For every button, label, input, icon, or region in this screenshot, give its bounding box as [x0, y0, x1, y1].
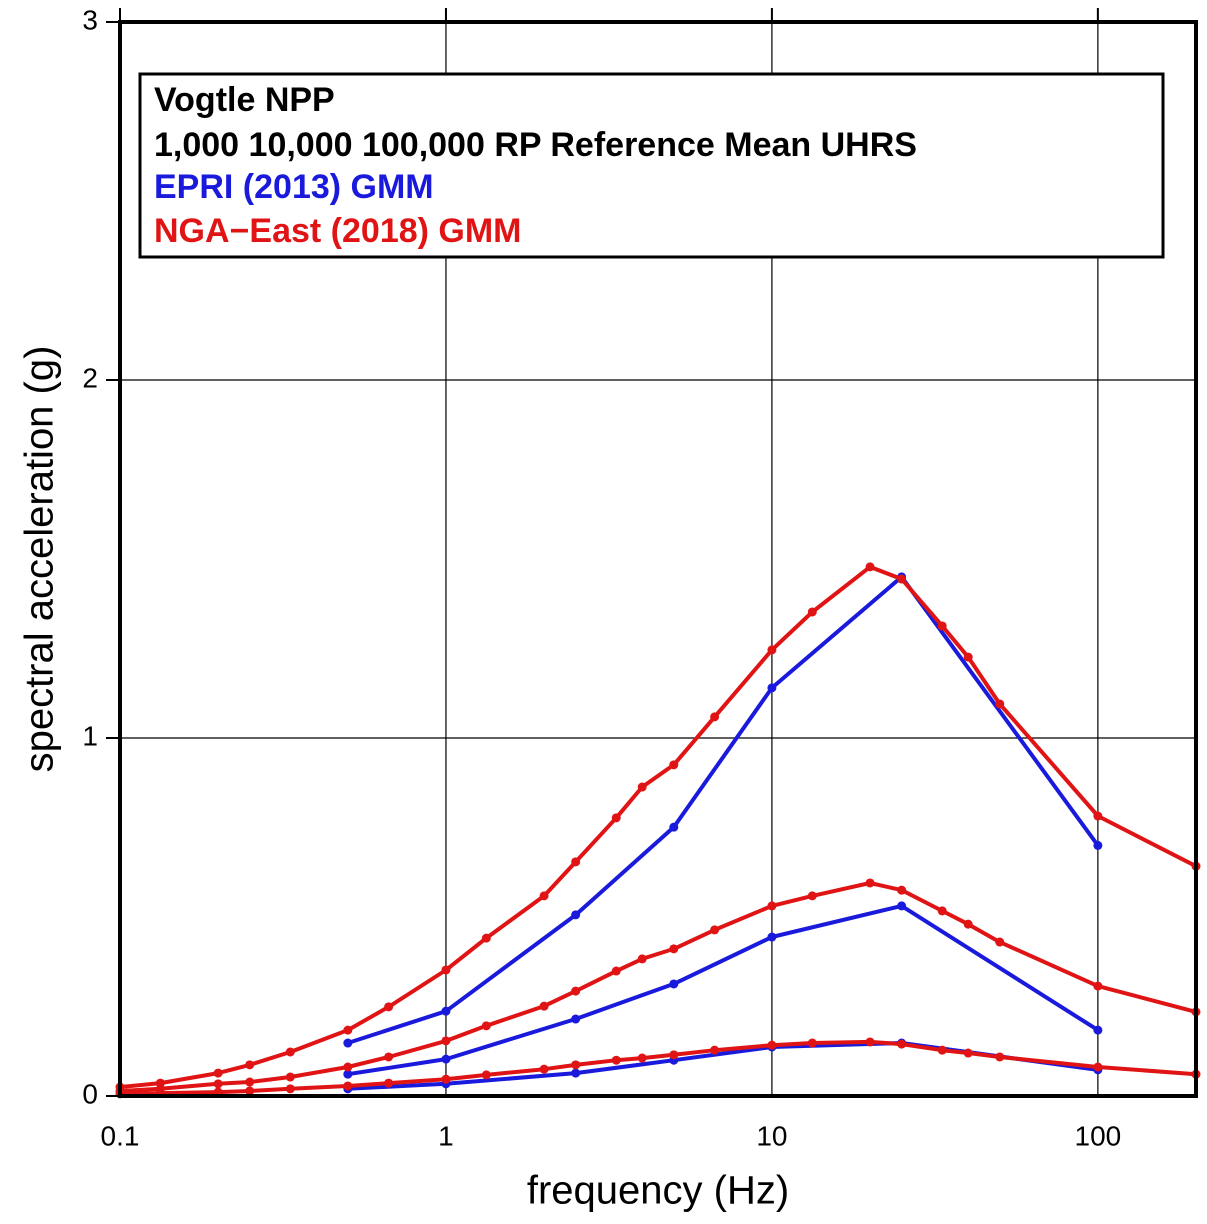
data-point — [213, 1068, 223, 1078]
data-point — [669, 944, 679, 954]
data-point — [1093, 840, 1103, 850]
y-tick-label: 0 — [82, 1078, 98, 1109]
data-point — [571, 1014, 581, 1024]
data-point — [571, 857, 581, 867]
data-point — [669, 1050, 679, 1060]
data-point — [669, 760, 679, 770]
data-point — [539, 1001, 549, 1011]
data-point — [767, 932, 777, 942]
data-point — [710, 1045, 720, 1055]
data-point — [963, 919, 973, 929]
data-point — [963, 652, 973, 662]
y-tick-label: 2 — [82, 362, 98, 393]
data-point — [807, 891, 817, 901]
data-point — [807, 1038, 817, 1048]
data-point — [343, 1069, 353, 1079]
data-point — [669, 979, 679, 989]
data-point — [285, 1084, 295, 1094]
data-point — [611, 813, 621, 823]
x-tick-label: 1 — [438, 1120, 454, 1151]
data-point — [865, 1037, 875, 1047]
chart-title: Vogtle NPP — [154, 81, 335, 119]
data-point — [343, 1025, 353, 1035]
x-tick-label: 0.1 — [101, 1120, 140, 1151]
data-point — [897, 885, 907, 895]
data-point — [245, 1077, 255, 1087]
data-point — [1093, 981, 1103, 991]
data-point — [441, 1074, 451, 1084]
x-axis-label: frequency (Hz) — [527, 1169, 789, 1213]
chart-subtitle: 1,000 10,000 100,000 RP Reference Mean U… — [154, 126, 917, 164]
data-point — [865, 562, 875, 572]
data-point — [441, 1054, 451, 1064]
data-point — [441, 1006, 451, 1016]
data-point — [767, 1040, 777, 1050]
data-point — [285, 1047, 295, 1057]
y-tick-label: 1 — [82, 720, 98, 751]
data-point — [213, 1079, 223, 1089]
y-tick-label: 3 — [82, 4, 98, 35]
data-point — [710, 925, 720, 935]
data-point — [995, 699, 1005, 709]
data-point — [285, 1072, 295, 1082]
data-point — [571, 1060, 581, 1070]
data-point — [767, 901, 777, 911]
data-point — [245, 1060, 255, 1070]
data-point — [384, 1078, 394, 1088]
data-point — [611, 966, 621, 976]
data-point — [807, 607, 817, 617]
data-point — [481, 1021, 491, 1031]
data-point — [441, 965, 451, 975]
x-tick-label: 10 — [756, 1120, 787, 1151]
y-axis-label: spectral acceleration (g) — [18, 346, 62, 773]
data-point — [245, 1086, 255, 1096]
data-point — [539, 891, 549, 901]
data-point — [637, 1053, 647, 1063]
data-point — [767, 683, 777, 693]
data-point — [611, 1055, 621, 1065]
data-point — [637, 782, 647, 792]
data-point — [995, 937, 1005, 947]
series-line — [119, 1039, 1197, 1096]
data-point — [937, 1045, 947, 1055]
data-point — [571, 986, 581, 996]
data-point — [481, 933, 491, 943]
data-point — [865, 878, 875, 888]
series-line — [119, 564, 1197, 1089]
legend-label: NGA−East (2018) GMM — [154, 212, 522, 250]
data-point — [897, 901, 907, 911]
data-point — [1093, 811, 1103, 821]
data-point — [441, 1036, 451, 1046]
data-point — [539, 1064, 549, 1074]
data-point — [384, 1052, 394, 1062]
data-point — [1093, 1025, 1103, 1035]
data-point — [710, 712, 720, 722]
series-line — [119, 881, 1197, 1093]
data-point — [481, 1070, 491, 1080]
legend-label: EPRI (2013) GMM — [154, 168, 434, 206]
data-point — [937, 621, 947, 631]
data-point — [897, 574, 907, 584]
data-point — [571, 910, 581, 920]
data-point — [767, 645, 777, 655]
data-point — [571, 1068, 581, 1078]
series-line — [347, 574, 1100, 1045]
data-point — [995, 1052, 1005, 1062]
data-point — [637, 954, 647, 964]
data-point — [343, 1038, 353, 1048]
plot-frame — [118, 20, 1198, 1098]
data-point — [384, 1002, 394, 1012]
data-point — [963, 1048, 973, 1058]
data-point — [343, 1081, 353, 1091]
data-point — [937, 906, 947, 916]
x-tick-label: 100 — [1075, 1120, 1122, 1151]
data-point — [669, 822, 679, 832]
legend-box — [138, 72, 1165, 259]
data-point — [897, 1039, 907, 1049]
data-point — [343, 1062, 353, 1072]
data-point — [1093, 1062, 1103, 1072]
